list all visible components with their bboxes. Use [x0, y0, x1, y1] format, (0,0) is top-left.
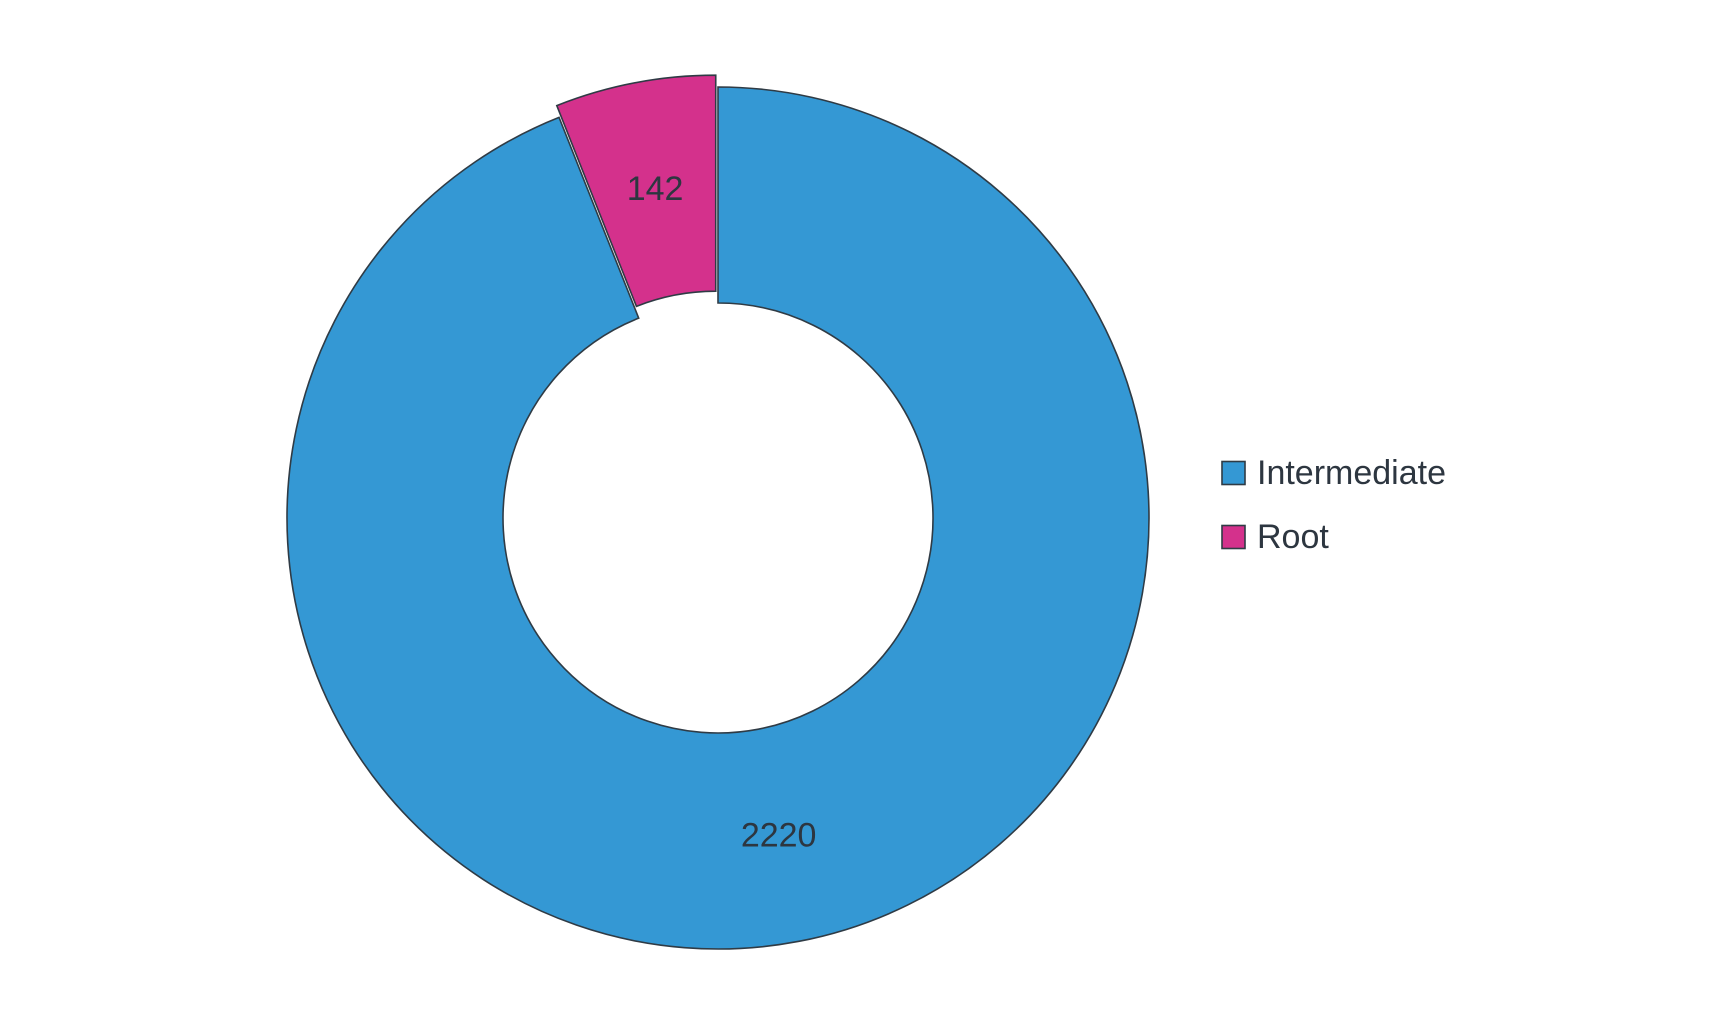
legend-label-intermediate: Intermediate [1257, 454, 1446, 492]
slice-intermediate [286, 86, 1150, 950]
legend-item-intermediate: Intermediate [1221, 454, 1446, 492]
legend-swatch-root [1221, 524, 1246, 550]
donut-slices [286, 74, 1150, 950]
legend-label-root: Root [1257, 518, 1329, 556]
legend: Intermediate Root [1221, 454, 1446, 556]
legend-swatch-intermediate [1221, 460, 1246, 486]
legend-item-root: Root [1221, 518, 1329, 556]
data-label-root: 142 [627, 170, 684, 208]
data-labels: 2220 142 [627, 170, 817, 854]
data-label-intermediate: 2220 [741, 816, 817, 854]
slice-root [555, 74, 717, 308]
